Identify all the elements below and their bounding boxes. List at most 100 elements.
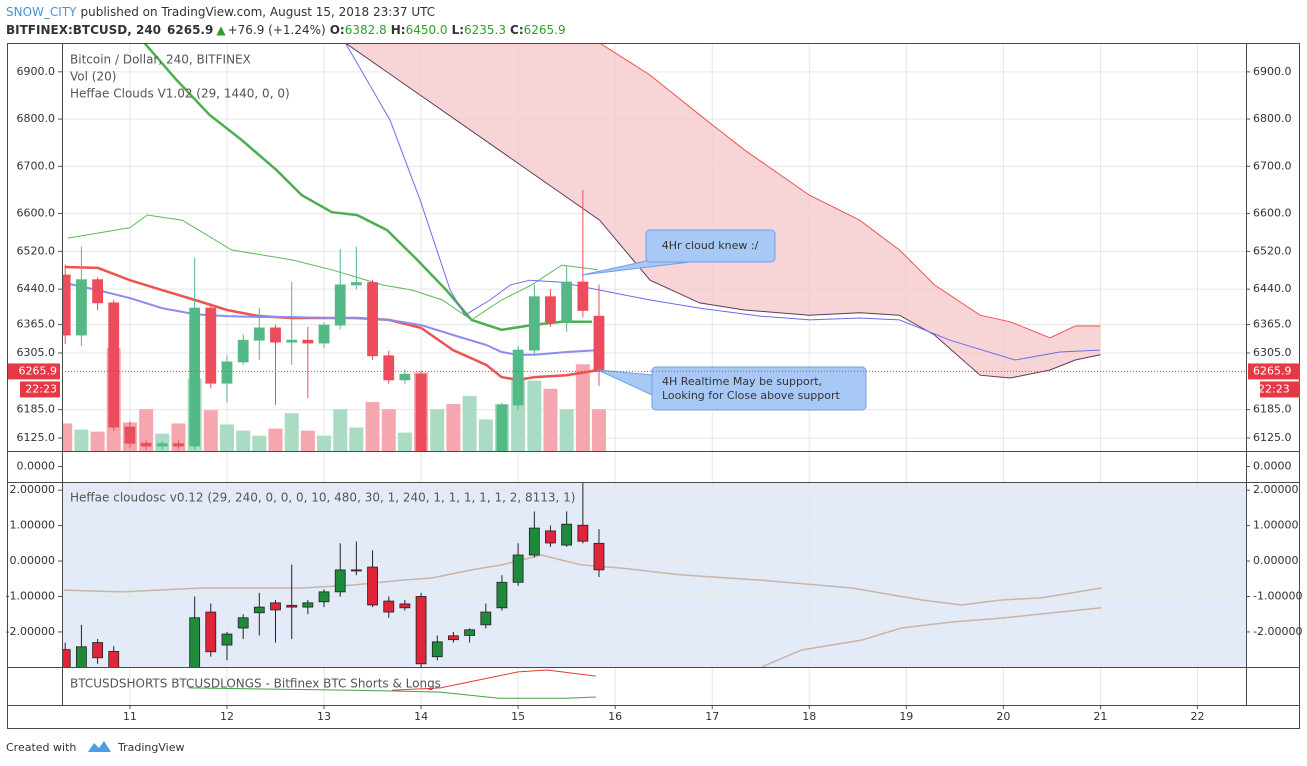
candle-body xyxy=(108,302,120,428)
shorts-longs-pane xyxy=(188,669,596,699)
y-tick-label: 2.00000 xyxy=(10,483,56,496)
y-tick-label: 6800.0 xyxy=(1253,112,1292,125)
y-tick-label: 6600.0 xyxy=(1253,207,1292,220)
candle-body xyxy=(302,339,314,344)
series-line xyxy=(391,669,596,691)
logo[interactable] xyxy=(88,741,111,752)
candle-body xyxy=(528,296,540,351)
candle-body xyxy=(399,373,411,381)
candle-body xyxy=(286,339,298,343)
volume-bar xyxy=(90,431,105,451)
y-tick-label: 6365.0 xyxy=(1253,318,1292,331)
candle-body xyxy=(76,279,87,336)
price-badge xyxy=(8,363,60,380)
volume-bar xyxy=(203,410,218,451)
x-tick-label: 11 xyxy=(123,710,137,723)
candle-body xyxy=(399,603,411,609)
y-tick-label: 6900.0 xyxy=(17,65,56,78)
annotation-text: 4Hr cloud knew :/ xyxy=(662,239,759,252)
volume-bar xyxy=(575,364,590,451)
x-tick-label: 20 xyxy=(996,710,1010,723)
candle-body xyxy=(108,651,120,667)
y-tick-label: 6185.0 xyxy=(17,403,56,416)
candle-body xyxy=(318,591,330,603)
candle-body xyxy=(496,581,508,609)
annotation-text: 4H Realtime May be support, xyxy=(662,375,822,388)
author[interactable]: SNOW_CITY xyxy=(6,5,77,19)
countdown-text: 22:23 xyxy=(1258,382,1290,395)
candle-body xyxy=(253,606,265,614)
y-tick-label: 6600.0 xyxy=(17,207,56,220)
volume-bar xyxy=(236,430,251,451)
candle-body xyxy=(253,327,265,341)
candle-body xyxy=(302,602,314,608)
x-tick-label: 19 xyxy=(899,710,913,723)
candle-body xyxy=(318,324,330,344)
candle-body xyxy=(415,596,427,665)
candle-body xyxy=(286,604,298,608)
y-tick-label: 6305.0 xyxy=(1253,346,1292,359)
candle-body xyxy=(480,611,492,626)
x-tick-label: 12 xyxy=(220,710,234,723)
volume-bar xyxy=(333,409,348,451)
volume-bar xyxy=(284,413,299,451)
x-tick-label: 15 xyxy=(511,710,525,723)
volume-bar xyxy=(462,395,477,451)
candle-body xyxy=(561,281,573,323)
y-tick-label: 6305.0 xyxy=(17,346,56,359)
ohlc-value: 6382.8 xyxy=(345,23,387,37)
main-pane xyxy=(62,43,1101,451)
last: 6265.9 xyxy=(167,23,213,37)
volume-bar xyxy=(349,427,364,451)
x-tick-label: 17 xyxy=(705,710,719,723)
volume-bar xyxy=(300,430,315,451)
y-tick-label: 6700.0 xyxy=(1253,159,1292,172)
volume-bar xyxy=(139,409,154,451)
countdown-badge xyxy=(20,381,60,398)
volume-bar xyxy=(527,380,542,451)
candle-body xyxy=(189,307,201,447)
price-badge xyxy=(1248,363,1300,380)
ohlc-value: 6450.0 xyxy=(406,23,448,37)
volume-bar xyxy=(397,432,412,451)
candle-body xyxy=(76,646,87,667)
volume-bar xyxy=(365,402,380,451)
candle-body xyxy=(205,307,217,384)
last-price: 6265.9 22:23 6265.9 22:23 xyxy=(8,363,1300,398)
indicator-line xyxy=(344,43,1100,361)
change: +76.9 (+1.24%) xyxy=(228,23,326,37)
candle-body xyxy=(173,443,184,447)
header-line: SNOW_CITY published on TradingView.com, A… xyxy=(6,5,435,19)
y-tick-label: 6440.0 xyxy=(1253,282,1292,295)
x-tick-label: 22 xyxy=(1190,710,1204,723)
ohlc-label: L: xyxy=(452,23,464,37)
pane-title: BTCUSDSHORTS BTCUSDLONGS - Bitfinex BTC … xyxy=(70,677,441,691)
candle-body xyxy=(140,442,152,447)
candle-body xyxy=(512,554,524,583)
y-tick-label: 6700.0 xyxy=(17,159,56,172)
candle-body xyxy=(512,349,524,406)
candle-body xyxy=(415,373,427,451)
y-tick-label: 0.0000 xyxy=(17,460,56,473)
pane-subtitle: Heffae Clouds V1.02 (29, 1440, 0, 0) xyxy=(70,87,290,101)
y-tick-label: 1.00000 xyxy=(1253,519,1299,532)
countdown-text: 22:23 xyxy=(25,382,57,395)
candle-body xyxy=(92,642,104,659)
y-tick-label: 6365.0 xyxy=(17,318,56,331)
pane-subtitle: Vol (20) xyxy=(70,70,116,84)
candle-body xyxy=(62,274,71,336)
volume-bar xyxy=(219,424,234,451)
y-tick-label: -2.00000 xyxy=(1253,625,1302,638)
candle-body xyxy=(237,339,249,363)
osc-background xyxy=(62,482,1246,667)
ohlc-label: O: xyxy=(330,23,345,37)
y-tick-label: 6520.0 xyxy=(17,244,56,257)
x-tick-label: 18 xyxy=(802,710,816,723)
candle-body xyxy=(350,282,362,286)
footer-brand[interactable]: TradingView xyxy=(117,741,184,754)
candle-body xyxy=(545,530,556,544)
candle-body xyxy=(383,355,395,381)
candle-body xyxy=(189,617,201,667)
volume-bar xyxy=(559,409,574,451)
candle-body xyxy=(221,633,233,646)
